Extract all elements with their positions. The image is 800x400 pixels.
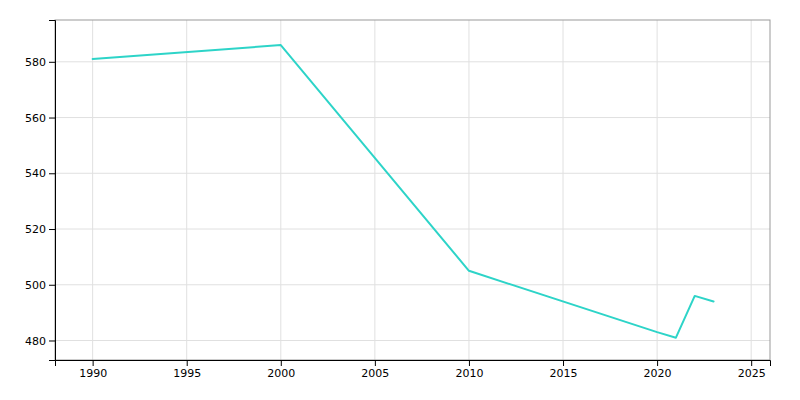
- y-tick-label: 580: [25, 56, 46, 69]
- grid-line-x: [563, 20, 564, 360]
- x-tick: 1990: [79, 360, 107, 380]
- grid-line-x: [751, 20, 752, 360]
- grid-line-x: [657, 20, 658, 360]
- y-tick-label: 560: [25, 112, 46, 125]
- x-tick-label: 2025: [738, 367, 766, 380]
- y-tick: 500: [25, 279, 55, 292]
- grid-line-y: [55, 229, 770, 230]
- y-tick-label: 480: [25, 335, 46, 348]
- grid-line-y: [55, 117, 770, 118]
- grid-line-x: [92, 20, 93, 360]
- y-tick-label: 500: [25, 279, 46, 292]
- y-tick: 480: [25, 335, 55, 348]
- grid: [55, 20, 770, 360]
- y-tick-mark: [49, 229, 55, 230]
- grid-line-x: [374, 20, 375, 360]
- x-tick-label: 2020: [644, 367, 672, 380]
- y-tick-mark: [49, 285, 55, 286]
- x-tick-label: 2005: [361, 367, 389, 380]
- grid-line-y: [55, 284, 770, 285]
- y-axis-line: [49, 21, 56, 361]
- grid-line-x: [186, 20, 187, 360]
- chart: 1990 1995 2000 2005 2010 2015 2020 2025 480 500 52…: [0, 0, 800, 400]
- x-tick-mark: [657, 360, 658, 366]
- x-tick: 2020: [644, 360, 672, 380]
- x-tick-mark: [375, 360, 376, 366]
- y-tick-mark: [49, 62, 55, 63]
- x-tick-mark: [751, 360, 752, 366]
- y-tick-mark: [49, 173, 55, 174]
- y-tick-mark: [49, 118, 55, 119]
- x-tick-mark: [563, 360, 564, 366]
- line: [93, 45, 714, 338]
- x-tick: 2010: [455, 360, 483, 380]
- x-tick-label: 1990: [79, 367, 107, 380]
- x-tick-mark: [187, 360, 188, 366]
- grid-line-x: [468, 20, 469, 360]
- grid-line-y: [55, 61, 770, 62]
- x-tick-mark: [281, 360, 282, 366]
- y-tick-label: 540: [25, 167, 46, 180]
- y-tick: 560: [25, 112, 55, 125]
- x-axis: 1990 1995 2000 2005 2010 2015 2020 2025: [56, 360, 771, 380]
- plot-frame: [55, 20, 770, 360]
- marks: [93, 45, 714, 338]
- x-axis-line: [56, 361, 771, 367]
- y-tick-mark: [49, 340, 55, 341]
- x-tick: 2025: [738, 360, 766, 380]
- x-tick-label: 2000: [267, 367, 295, 380]
- y-tick: 580: [25, 56, 55, 69]
- plot: 1990 1995 2000 2005 2010 2015 2020 2025 480 500 52…: [25, 20, 771, 380]
- x-tick-label: 2015: [550, 367, 578, 380]
- x-tick-mark: [93, 360, 94, 366]
- grid-line-x: [280, 20, 281, 360]
- x-tick: 2015: [550, 360, 578, 380]
- grid-line-y: [55, 173, 770, 174]
- y-axis: 480 500 520 540 560 580: [25, 21, 56, 361]
- x-tick: 1995: [173, 360, 201, 380]
- x-tick-label: 1995: [173, 367, 201, 380]
- grid-line-y: [55, 340, 770, 341]
- x-tick: 2000: [267, 360, 295, 380]
- x-tick-mark: [469, 360, 470, 366]
- y-tick: 540: [25, 167, 55, 180]
- x-tick-label: 2010: [455, 367, 483, 380]
- y-tick-label: 520: [25, 223, 46, 236]
- x-tick: 2005: [361, 360, 389, 380]
- y-tick: 520: [25, 223, 55, 236]
